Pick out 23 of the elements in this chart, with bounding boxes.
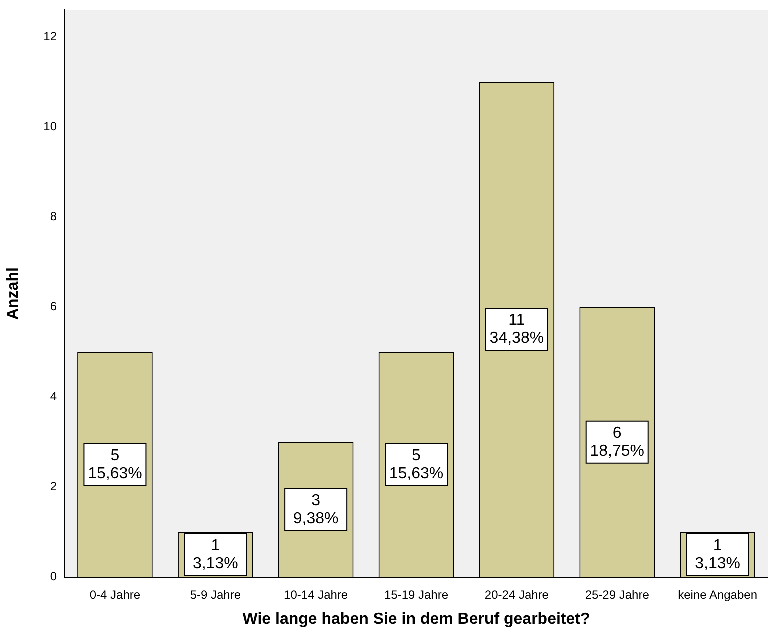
data-label: 5 15,63% (389, 447, 444, 482)
x-tick-label: 0-4 Jahre (90, 588, 141, 602)
data-label: 5 15,63% (88, 447, 142, 482)
y-tick-label: 6 (50, 300, 58, 314)
x-tick-label: 20-24 Jahre (484, 588, 550, 602)
data-label: 1 3,13% (192, 537, 238, 572)
y-tick-label: 0 (50, 570, 58, 584)
data-label: 11 34,38% (490, 312, 544, 348)
y-tick-label: 2 (50, 480, 58, 494)
x-axis-title: Wie lange haben Sie in dem Beruf gearbeitet? (242, 610, 590, 628)
x-tick-label: 10-14 Jahre (284, 588, 348, 602)
y-tick-label: 10 (44, 120, 58, 134)
y-tick-label: 8 (50, 210, 58, 224)
data-label: 1 3,13% (695, 537, 740, 572)
y-axis-title: Anzahl (5, 268, 22, 320)
x-tick-label: keine Angaben (678, 588, 758, 602)
data-label: 6 18,75% (590, 424, 644, 460)
x-tick-label: 5-9 Jahre (190, 588, 242, 602)
data-label: 3 9,38% (293, 492, 339, 528)
y-tick-label: 12 (44, 30, 58, 44)
x-tick-label: 15-19 Jahre (384, 588, 449, 602)
y-tick-label: 4 (50, 390, 58, 404)
x-tick-label: 25-29 Jahre (585, 588, 650, 602)
